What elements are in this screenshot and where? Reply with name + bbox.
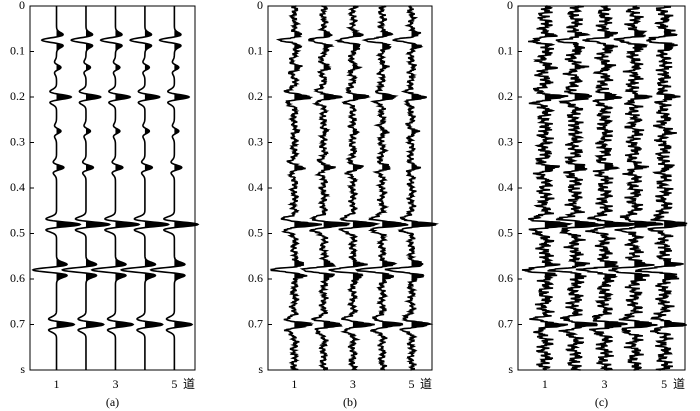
trace-fill	[56, 6, 81, 370]
y-tick-label: s	[20, 362, 25, 376]
y-tick-label: 0.4	[498, 180, 513, 194]
y-tick-label: 0.3	[498, 134, 513, 148]
x-tick-label: 1	[542, 377, 548, 391]
y-tick-label: 0.1	[248, 43, 263, 57]
trace	[575, 5, 636, 371]
trace-fill	[382, 6, 409, 370]
trace-fill	[174, 6, 198, 370]
y-tick-label: 0.7	[10, 316, 25, 330]
y-tick-label: 0.3	[248, 134, 263, 148]
trace	[31, 6, 82, 370]
trace-fill	[323, 6, 350, 370]
x-tick-label: 3	[601, 377, 607, 391]
trace	[90, 6, 141, 370]
x-tick-label: 5	[661, 377, 667, 391]
x-tick-label: 5	[409, 377, 415, 391]
trace-fill	[294, 6, 322, 370]
y-tick-label: 0.4	[10, 180, 25, 194]
trace	[299, 5, 351, 371]
trace-fill	[352, 6, 378, 370]
y-tick-label: s	[508, 362, 513, 376]
trace	[60, 6, 112, 370]
x-axis-label: 道	[420, 377, 432, 391]
y-tick-label: 0.7	[498, 316, 513, 330]
y-tick-label: 0.7	[248, 316, 263, 330]
panel-caption: (c)	[595, 395, 608, 409]
y-tick-label: 0.1	[10, 43, 25, 57]
trace-fill	[604, 6, 636, 370]
x-tick-label: 3	[350, 377, 356, 391]
x-tick-label: 3	[112, 377, 118, 391]
trace-fill	[85, 6, 110, 370]
trace	[547, 5, 606, 371]
trace	[608, 5, 664, 371]
trace-fill	[115, 6, 140, 370]
trace	[521, 5, 574, 371]
y-tick-label: 0.2	[498, 89, 513, 103]
x-axis-label: 道	[183, 377, 195, 391]
x-tick-label: 1	[291, 377, 297, 391]
x-axis-label: 道	[673, 377, 685, 391]
y-tick-label: 0.2	[10, 89, 25, 103]
y-tick-label: 0.4	[248, 180, 263, 194]
panel-caption: (b)	[343, 395, 357, 409]
x-tick-label: 5	[171, 377, 177, 391]
y-tick-label: 0.3	[10, 134, 25, 148]
y-tick-label: 0	[507, 0, 513, 12]
trace-fill	[544, 6, 571, 370]
trace-fill	[634, 6, 664, 370]
trace	[149, 6, 200, 370]
trace-fill	[411, 6, 437, 370]
x-tick-label: 1	[54, 377, 60, 391]
y-tick-label: 0.6	[498, 271, 513, 285]
trace	[634, 5, 688, 371]
trace	[384, 5, 440, 371]
trace	[328, 5, 381, 371]
trace	[119, 6, 170, 370]
y-tick-label: 0.6	[10, 271, 25, 285]
y-tick-label: 0.6	[248, 271, 263, 285]
panel-caption: (a)	[106, 395, 119, 409]
trace	[270, 5, 323, 371]
y-tick-label: 0.2	[248, 89, 263, 103]
y-tick-label: 0.5	[248, 225, 263, 239]
trace	[354, 5, 409, 371]
y-tick-label: 0	[19, 0, 25, 12]
y-tick-label: s	[258, 362, 263, 376]
y-tick-label: 0.1	[498, 43, 513, 57]
y-tick-label: 0.5	[10, 225, 25, 239]
y-tick-label: 0.5	[498, 225, 513, 239]
trace-fill	[144, 6, 169, 370]
y-tick-label: 0	[257, 0, 263, 12]
